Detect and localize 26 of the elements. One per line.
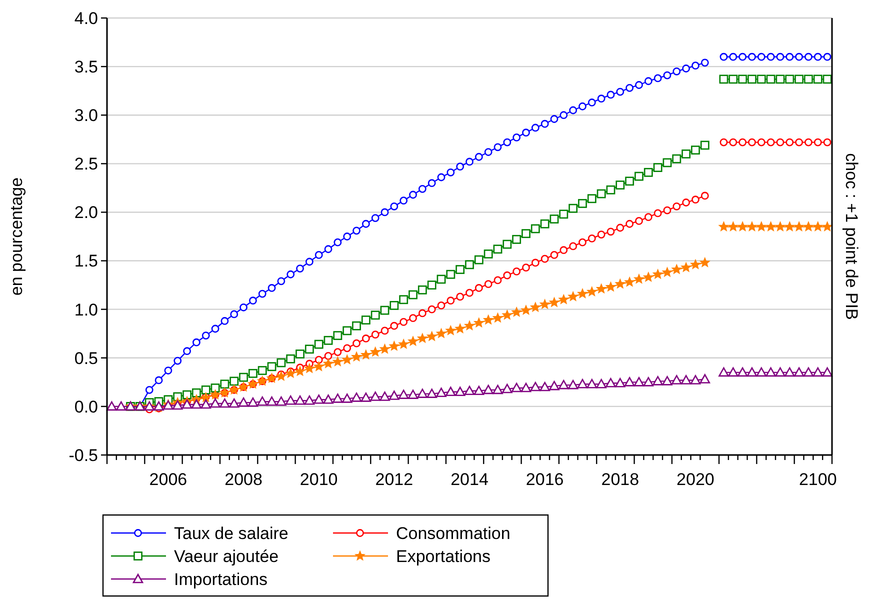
x-tick-label: 2012 [375, 470, 414, 489]
x-tick-label: 2018 [601, 470, 640, 489]
y-tick-label: 1.0 [74, 300, 98, 320]
y-tick-label: 0.0 [74, 397, 98, 416]
x-tick-label: 2006 [149, 470, 188, 489]
y-tick-label: 1.5 [74, 252, 98, 271]
y-axis-title: en pourcentage [7, 177, 26, 296]
legend-label: Exportations [396, 546, 490, 566]
y-tick-label: -0.5 [68, 446, 98, 465]
legend-label: Consommation [396, 524, 510, 543]
text: choc : +1 point de PIB [842, 153, 861, 320]
x-tick-label: 2016 [526, 470, 564, 489]
y-tick-label: 3.5 [74, 58, 98, 77]
x-tick-label: 2014 [450, 470, 488, 489]
y-tick-label: 2.0 [74, 203, 98, 222]
x-tick-label: 2020 [676, 470, 714, 489]
y-tick-label: 2.5 [74, 154, 98, 174]
y-tick-label: 4.0 [74, 8, 98, 28]
y-tick-label: 3.0 [74, 106, 98, 126]
x-tick-label: 2100 [798, 470, 837, 489]
x-tick-label: 2008 [224, 470, 262, 489]
y-tick-label: 0.5 [74, 348, 98, 368]
legend-label: Importations [174, 570, 268, 589]
legend-label: Taux de salaire [174, 524, 288, 543]
x-tick-label: 2010 [300, 470, 338, 489]
legend-label: Vaeur ajoutée [174, 546, 279, 566]
